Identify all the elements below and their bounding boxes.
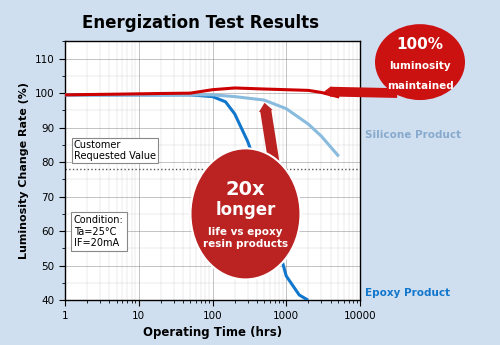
Text: life vs epoxy
resin products: life vs epoxy resin products xyxy=(203,227,288,249)
X-axis label: Operating Time (hrs): Operating Time (hrs) xyxy=(143,326,282,339)
Text: New Product: New Product xyxy=(365,88,440,98)
Text: Condition:
Ta=25°C
IF=20mA: Condition: Ta=25°C IF=20mA xyxy=(74,215,124,248)
Text: Energization Test Results: Energization Test Results xyxy=(82,14,318,32)
Text: maintained: maintained xyxy=(386,81,454,91)
Text: Silicone Product: Silicone Product xyxy=(365,130,461,139)
Text: luminosity: luminosity xyxy=(389,61,451,70)
Text: 20x: 20x xyxy=(226,180,266,199)
Text: longer: longer xyxy=(216,201,276,219)
Text: Customer
Requested Value: Customer Requested Value xyxy=(74,140,156,161)
Text: Epoxy Product: Epoxy Product xyxy=(365,288,450,298)
Text: 100%: 100% xyxy=(396,37,444,52)
Y-axis label: Luminosity Change Rate (%): Luminosity Change Rate (%) xyxy=(20,82,30,259)
